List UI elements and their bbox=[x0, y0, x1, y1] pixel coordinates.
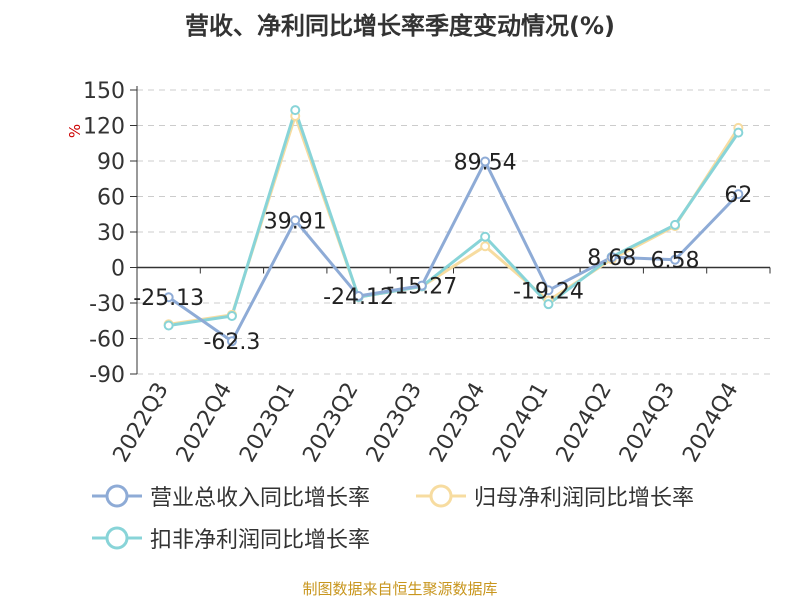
data-source-note: 制图数据来自恒生聚源数据库 bbox=[302, 580, 498, 598]
x-tick-label-6: 2024Q1 bbox=[488, 379, 553, 467]
x-tick-label-2: 2023Q1 bbox=[235, 379, 300, 467]
y-axis-label: % bbox=[66, 124, 84, 138]
series-line-2 bbox=[168, 108, 740, 327]
series-2-point-1 bbox=[226, 311, 237, 322]
x-tick-label-5: 2023Q4 bbox=[425, 379, 490, 467]
series-0-point-5 bbox=[480, 156, 491, 167]
series-0-point-7 bbox=[606, 252, 617, 263]
y-tick-label-1: 120 bbox=[83, 115, 125, 140]
legend-line-deducted-profit-icon bbox=[92, 526, 142, 550]
series-2-point-5 bbox=[480, 231, 491, 242]
x-tick-label-7: 2024Q2 bbox=[552, 379, 617, 467]
series-2-point-6 bbox=[543, 299, 554, 310]
series-1-point-5 bbox=[480, 241, 491, 252]
y-tick-label-2: 90 bbox=[97, 150, 125, 175]
data-label-1: -62.3 bbox=[203, 330, 260, 355]
y-tick-label-6: -30 bbox=[89, 292, 125, 317]
y-tick-label-4: 30 bbox=[97, 221, 125, 246]
y-tick-label-8: -90 bbox=[89, 363, 125, 388]
data-label-6: -19.24 bbox=[513, 279, 584, 304]
series-0-point-4 bbox=[416, 280, 427, 291]
data-label-8: 6.58 bbox=[651, 249, 700, 274]
legend-line-parent-profit-icon bbox=[416, 484, 466, 508]
x-tick-label-3: 2023Q2 bbox=[298, 379, 363, 467]
x-tick-label-1: 2022Q4 bbox=[172, 379, 237, 467]
data-label-9: 62 bbox=[724, 183, 752, 208]
series-2-point-8 bbox=[670, 219, 681, 230]
series-0-point-6 bbox=[543, 285, 554, 296]
data-label-4: -15.27 bbox=[386, 275, 457, 300]
legend-item-deducted-profit[interactable]: 扣非净利润同比增长率 bbox=[92, 522, 370, 554]
data-label-0: -25.13 bbox=[133, 286, 204, 311]
series-0-point-9 bbox=[733, 189, 744, 200]
series-0-point-2 bbox=[290, 215, 301, 226]
legend-item-parent-profit[interactable]: 归母净利润同比增长率 bbox=[416, 480, 694, 512]
series-0-point-3 bbox=[353, 291, 364, 302]
x-tick-label-9: 2024Q4 bbox=[678, 379, 743, 467]
series-line-0 bbox=[167, 160, 740, 343]
legend-label-parent-profit: 归母净利润同比增长率 bbox=[474, 486, 695, 511]
chart-title: 营收、净利同比增长率季度变动情况(%) bbox=[185, 12, 615, 40]
series-2-point-0 bbox=[163, 320, 174, 331]
series-0-point-1 bbox=[226, 336, 237, 347]
legend-line-revenue-icon bbox=[92, 484, 142, 508]
legend-label-deducted-profit: 扣非净利润同比增长率 bbox=[150, 528, 371, 553]
series-0-point-0 bbox=[163, 292, 174, 303]
legend-label-revenue: 营业总收入同比增长率 bbox=[150, 486, 371, 511]
series-2-point-9 bbox=[733, 127, 744, 138]
data-label-2: 39.91 bbox=[264, 209, 327, 234]
series-2-point-2 bbox=[290, 105, 301, 116]
x-tick-label-4: 2023Q3 bbox=[362, 379, 427, 467]
data-label-7: 8.68 bbox=[587, 246, 636, 271]
y-tick-label-7: -60 bbox=[89, 328, 125, 353]
data-label-3: -24.12 bbox=[323, 285, 394, 310]
y-tick-label-3: 60 bbox=[97, 186, 125, 211]
x-tick-label-8: 2024Q3 bbox=[615, 379, 680, 467]
series-0-point-8 bbox=[670, 254, 681, 265]
x-tick-label-0: 2022Q3 bbox=[109, 379, 174, 467]
y-tick-label-5: 0 bbox=[111, 257, 125, 282]
y-tick-label-0: 150 bbox=[83, 79, 125, 104]
legend-item-revenue[interactable]: 营业总收入同比增长率 bbox=[92, 480, 370, 512]
data-label-5: 89.54 bbox=[454, 151, 517, 176]
